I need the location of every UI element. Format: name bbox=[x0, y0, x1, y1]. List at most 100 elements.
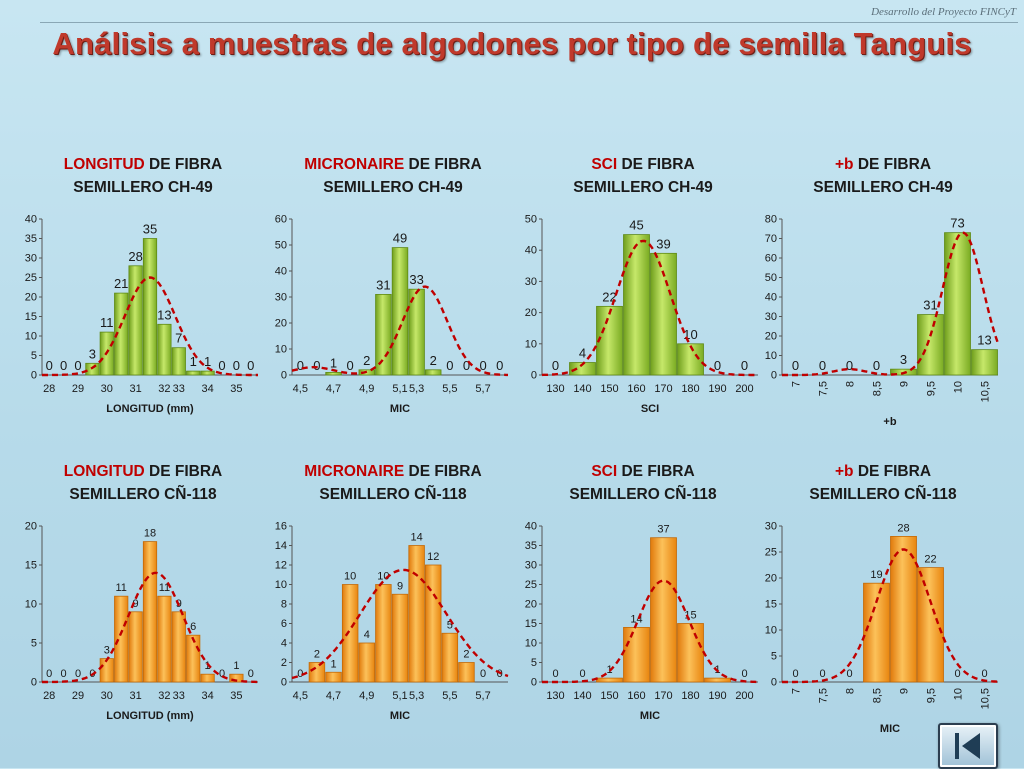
chart-title-variable: MICRONAIRE bbox=[304, 156, 405, 173]
x-tick-label: 4,5 bbox=[293, 383, 308, 395]
header-rule bbox=[40, 22, 1018, 23]
y-tick-label: 10 bbox=[25, 599, 37, 611]
chart-title: SCI DE FIBRA SEMILLERO CH-49 bbox=[518, 153, 768, 199]
bar bbox=[157, 323, 172, 376]
x-tick-label: 170 bbox=[654, 383, 672, 395]
data-label: 0 bbox=[479, 358, 486, 373]
chart-plot: 0 10 20 30 40 50 60 70 80 0 0 0 0 3 31 73 13 7 7,5 8 8,5 9 9,5… bbox=[765, 214, 1000, 428]
data-label: 1 bbox=[330, 355, 337, 370]
chart-title-variable: SCI bbox=[591, 463, 618, 480]
y-tick-label: 30 bbox=[525, 276, 537, 288]
bar bbox=[704, 677, 731, 683]
data-label: 0 bbox=[75, 668, 81, 680]
data-label: 0 bbox=[714, 358, 721, 373]
bar bbox=[375, 294, 392, 376]
x-tick-label: 140 bbox=[573, 383, 591, 395]
y-tick-label: 15 bbox=[525, 618, 537, 630]
data-label: 28 bbox=[128, 249, 142, 264]
bar bbox=[890, 535, 917, 683]
y-tick-label: 80 bbox=[765, 214, 777, 226]
data-label: 0 bbox=[74, 358, 81, 373]
y-tick-label: 30 bbox=[525, 560, 537, 572]
x-tick-label: 4,9 bbox=[359, 690, 374, 702]
x-tick-label: 10 bbox=[953, 688, 965, 700]
x-tick-label: 150 bbox=[600, 690, 618, 702]
x-axis-title: MIC bbox=[390, 403, 410, 415]
y-tick-label: 12 bbox=[275, 560, 287, 572]
data-label: 0 bbox=[741, 358, 748, 373]
data-label: 3 bbox=[900, 352, 907, 367]
bar bbox=[99, 658, 114, 683]
first-slide-button[interactable] bbox=[938, 723, 998, 769]
normal-curve bbox=[541, 239, 758, 377]
data-label: 1 bbox=[205, 660, 211, 672]
x-tick-label: 35 bbox=[230, 383, 242, 395]
y-tick-label: 70 bbox=[765, 233, 777, 245]
x-tick-label: 9,5 bbox=[926, 688, 938, 703]
y-tick-label: 10 bbox=[525, 638, 537, 650]
data-label: 0 bbox=[552, 668, 558, 680]
page-title: Análisis a muestras de algodones por tip… bbox=[52, 26, 972, 61]
bar bbox=[200, 370, 215, 376]
x-tick-label: 8,5 bbox=[872, 381, 884, 396]
x-tick-label: 5,7 bbox=[475, 690, 490, 702]
data-label: 1 bbox=[330, 658, 336, 670]
data-label: 31 bbox=[376, 277, 390, 292]
data-label: 5 bbox=[447, 619, 453, 631]
y-tick-label: 0 bbox=[771, 370, 777, 382]
y-tick-label: 0 bbox=[281, 677, 287, 689]
normal-curve bbox=[782, 548, 999, 684]
x-tick-label: 31 bbox=[129, 690, 141, 702]
data-label: 13 bbox=[157, 307, 171, 322]
data-label: 10 bbox=[377, 571, 389, 583]
y-tick-label: 10 bbox=[25, 331, 37, 343]
x-tick-label: 7 bbox=[791, 381, 803, 387]
data-label: 0 bbox=[218, 358, 225, 373]
x-tick-label: 28 bbox=[43, 690, 55, 702]
y-tick-label: 20 bbox=[765, 573, 777, 585]
y-tick-label: 60 bbox=[275, 214, 287, 226]
y-tick-label: 10 bbox=[765, 350, 777, 362]
bar bbox=[171, 347, 186, 376]
x-tick-label: 160 bbox=[627, 383, 645, 395]
data-label: 0 bbox=[552, 358, 559, 373]
y-tick-label: 5 bbox=[771, 651, 777, 663]
data-label: 1 bbox=[190, 354, 197, 369]
x-axis-title: LONGITUD (mm) bbox=[106, 710, 194, 722]
y-tick-label: 0 bbox=[31, 677, 37, 689]
y-tick-label: 5 bbox=[31, 350, 37, 362]
chart-title-suffix: DE FIBRA bbox=[144, 463, 223, 480]
y-tick-label: 15 bbox=[765, 599, 777, 611]
x-tick-label: 5,3 bbox=[409, 690, 424, 702]
data-label: 0 bbox=[981, 668, 987, 680]
data-label: 28 bbox=[897, 522, 909, 534]
data-label: 4 bbox=[579, 346, 586, 361]
data-label: 0 bbox=[497, 668, 503, 680]
chart-title-variable: +b bbox=[834, 463, 854, 480]
data-label: 0 bbox=[247, 358, 254, 373]
data-label: 0 bbox=[248, 668, 254, 680]
data-label: 0 bbox=[46, 358, 53, 373]
y-tick-label: 10 bbox=[765, 625, 777, 637]
bar bbox=[408, 545, 425, 683]
bar bbox=[441, 632, 459, 683]
chart-title-suffix: DE FIBRA bbox=[853, 156, 932, 173]
x-tick-label: 180 bbox=[681, 383, 699, 395]
y-tick-label: 20 bbox=[275, 318, 287, 330]
bar bbox=[375, 584, 392, 683]
data-label: 10 bbox=[683, 327, 697, 342]
data-label: 0 bbox=[347, 358, 354, 373]
y-tick-label: 8 bbox=[281, 599, 287, 611]
data-label: 0 bbox=[297, 358, 304, 373]
chart-title: LONGITUD DE FIBRA SEMILLERO CH-49 bbox=[18, 153, 268, 199]
bar bbox=[391, 247, 409, 376]
data-label: 11 bbox=[159, 582, 170, 594]
bar bbox=[596, 677, 623, 683]
data-label: 0 bbox=[46, 668, 52, 680]
data-label: 11 bbox=[115, 582, 126, 594]
source-caption: Desarrollo del Proyecto FINCyT bbox=[871, 6, 1016, 18]
